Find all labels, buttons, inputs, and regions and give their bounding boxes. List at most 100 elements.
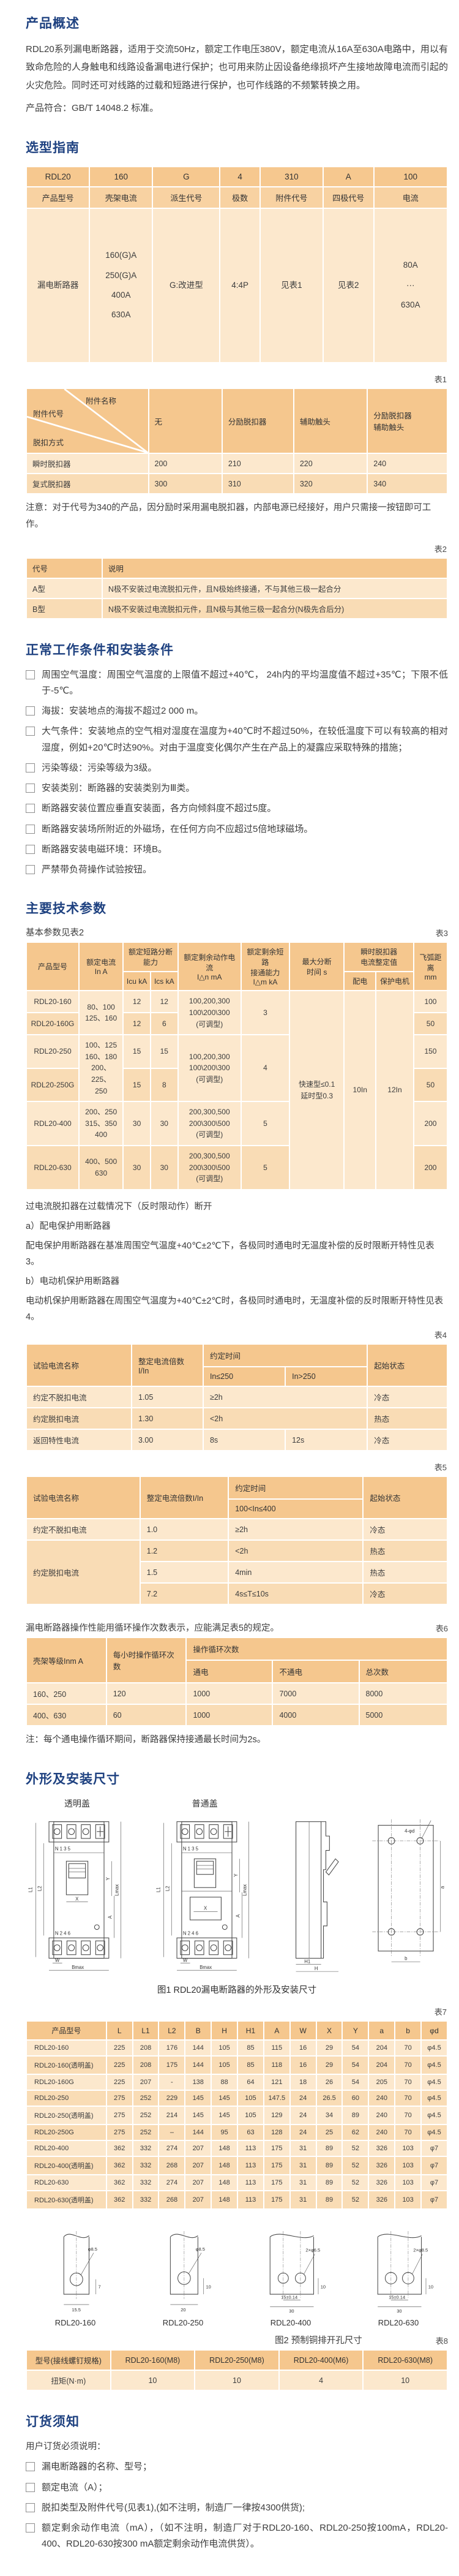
cell: 207 bbox=[184, 2156, 212, 2176]
cell: 103 bbox=[394, 2140, 422, 2158]
cell: 热态 bbox=[362, 1539, 448, 1563]
cell: 15 bbox=[122, 1067, 151, 1103]
cell: 88 bbox=[211, 2074, 239, 2091]
table6-note: 注：每个通电操作循环期间，断路器保持接通最长时间为2s。 bbox=[26, 1735, 266, 1745]
cell: 200 bbox=[412, 1144, 449, 1190]
cell: RDL20-630 bbox=[26, 2174, 107, 2192]
cell: 16 bbox=[289, 2055, 317, 2076]
cell: 252 bbox=[132, 2106, 160, 2126]
cell: 332 bbox=[132, 2156, 160, 2176]
dim-bmax: Bmax bbox=[72, 1965, 84, 1970]
cell: 30 bbox=[122, 1144, 151, 1190]
cell: 1.5 bbox=[139, 1561, 230, 1584]
code-cell: RDL20 bbox=[25, 166, 91, 187]
cell: 208 bbox=[132, 2039, 160, 2057]
list-item: 断路器安装场所附近的外磁场，在任何方向不应超过5倍地球磁场。 bbox=[26, 822, 448, 837]
holes-callout: 4-φd bbox=[405, 1828, 414, 1834]
cell: 31 bbox=[289, 2140, 317, 2158]
cell: 50 bbox=[412, 1067, 449, 1103]
cell: 26.5 bbox=[315, 2090, 343, 2107]
column-header: W bbox=[289, 2020, 317, 2041]
overload-title: 过电流脱扣器在过载情况下（反时限动作）断开 bbox=[26, 1201, 212, 1212]
column-header: 整定电流倍数 I/In bbox=[131, 1343, 204, 1388]
column-header: Y bbox=[341, 2020, 370, 2041]
cell: ≥2h bbox=[228, 1518, 364, 1541]
cell: 70 bbox=[394, 2106, 422, 2126]
dim-pitch: 15±0.14 bbox=[389, 2295, 405, 2300]
dim-vertical: 10 bbox=[428, 2284, 433, 2290]
cell: RDL20-160 bbox=[26, 990, 80, 1014]
cell: 147.5 bbox=[263, 2090, 291, 2107]
cell: 52 bbox=[341, 2156, 370, 2176]
cell: 150 bbox=[412, 1034, 449, 1069]
cell: 约定脱扣电流 bbox=[26, 1407, 132, 1430]
condition-text: 断路器安装场所附近的外磁场，在任何方向不应超过5倍地球磁场。 bbox=[42, 823, 313, 834]
code-cell: 160 bbox=[89, 166, 154, 187]
cell: 103 bbox=[394, 2190, 422, 2210]
cell: φ4.5 bbox=[420, 2074, 448, 2091]
diagonal-divider-lines bbox=[27, 389, 148, 453]
figure2: φ8.5 7 15.5 RDL20-160 φ8.5 10 20 RDL bbox=[26, 2221, 448, 2327]
cell: 105 bbox=[237, 2106, 264, 2126]
cell: 4min bbox=[228, 1561, 364, 1584]
bottom-terminal-labels: N 2 4 6 bbox=[55, 1931, 70, 1936]
label-cell: 极数 bbox=[219, 186, 261, 209]
cell: 176 bbox=[158, 2039, 186, 2057]
cell: 4s≤T≤10s bbox=[228, 1582, 364, 1606]
square-bullet-icon bbox=[26, 784, 35, 793]
cell: 340 bbox=[367, 473, 448, 494]
selection-guide-table: RDL20 160 G 4 310 A 100 产品型号 壳架电流 派生代号 极数 附件代号 四极代号… bbox=[25, 166, 449, 363]
column-header: L2 bbox=[158, 2020, 186, 2041]
ordering-item-text: 额定剩余动作电流（mA），（如不注明，制造厂对于RDL20-160、RDL20-… bbox=[42, 2523, 448, 2550]
cell: 5 bbox=[240, 1144, 290, 1190]
cell: 54 bbox=[341, 2055, 370, 2076]
ordering-item-text: 脱扣类型及附件代号(见表1),(如不注明，制造厂一律按4300供货); bbox=[42, 2502, 305, 2513]
table1-note: 注意：对于代号为340的产品，因分励时采用漏电脱扣器，内部电源已经接好，用户只需… bbox=[26, 503, 431, 529]
cell: 332 bbox=[132, 2174, 160, 2192]
corner-label-bottom: 脱扣方式 bbox=[33, 439, 64, 447]
cell: 快速型≤0.1 延时型0.3 bbox=[288, 990, 345, 1190]
cell: 240 bbox=[368, 2124, 396, 2142]
figure1-transparent-cover: 透明盖 N 1 3 5 X N bbox=[26, 1796, 129, 1978]
column-header: 产品型号 bbox=[26, 2020, 107, 2041]
column-header: 分励脱扣器 辅助触头 bbox=[367, 388, 448, 454]
cell: RDL20-160(透明盖) bbox=[26, 2055, 107, 2076]
cell: 1.30 bbox=[131, 1407, 204, 1430]
column-header: 说明 bbox=[101, 557, 449, 579]
dim-y: Y bbox=[105, 1877, 111, 1881]
cell: 8000 bbox=[358, 1682, 448, 1705]
cell: 89 bbox=[315, 2190, 343, 2210]
column-header: 试验电流名称 bbox=[26, 1343, 132, 1388]
value-cell: 4:4P bbox=[219, 208, 261, 363]
cell: 332 bbox=[132, 2140, 160, 2158]
table3-intro-row: 基本参数见表2 表3 bbox=[26, 926, 448, 939]
cell: 210 bbox=[221, 453, 294, 474]
cell: 148 bbox=[211, 2140, 239, 2158]
table-header-row: 产品型号 额定电流 In A 额定短路分断能力 额定剩余动作电流 I△n mA … bbox=[26, 942, 449, 992]
list-item: 大气条件：安装地点的空气相对湿度在温度为+40℃时不超过50%，在较低温度下可以… bbox=[26, 723, 448, 756]
dim-l2: L2 bbox=[37, 1886, 42, 1892]
cell: 144 bbox=[184, 2055, 212, 2076]
cell: 100 bbox=[412, 990, 449, 1014]
top-terminal-labels: N 1 3 5 bbox=[182, 1846, 198, 1852]
breaker-front-view-drawing: N 1 3 5 X N 2 4 6 bbox=[28, 1821, 121, 1971]
dim-l1: L1 bbox=[155, 1887, 161, 1892]
section-heading-parameters: 主要技术参数 bbox=[26, 902, 106, 916]
cell: 1000 bbox=[185, 1704, 274, 1727]
cell: 10 bbox=[194, 2370, 280, 2392]
cell: φ4.5 bbox=[420, 2124, 448, 2142]
condition-text: 严禁带负荷操作试验按钮。 bbox=[42, 864, 152, 875]
cell: 121 bbox=[263, 2074, 291, 2091]
table-row: RDL20-250G 15 8 50 bbox=[26, 1067, 449, 1103]
square-bullet-icon bbox=[26, 727, 35, 736]
label-cell: 四极代号 bbox=[323, 186, 375, 209]
cell: N极不安装过电流脱扣元件，且N极始终接通，不与其他三极一起合分 bbox=[101, 577, 449, 599]
cell: 200,300,500 200\300\500 (可调型) bbox=[177, 1144, 242, 1190]
cell: 12s bbox=[285, 1429, 368, 1452]
value-cell: 160(G)A 250(G)A 400A 630A bbox=[89, 208, 154, 363]
label-cell: 产品型号 bbox=[25, 186, 91, 209]
column-header: 产品型号 bbox=[26, 942, 80, 992]
table3-label: 表3 bbox=[435, 929, 448, 939]
cell: 12 bbox=[122, 990, 151, 1014]
